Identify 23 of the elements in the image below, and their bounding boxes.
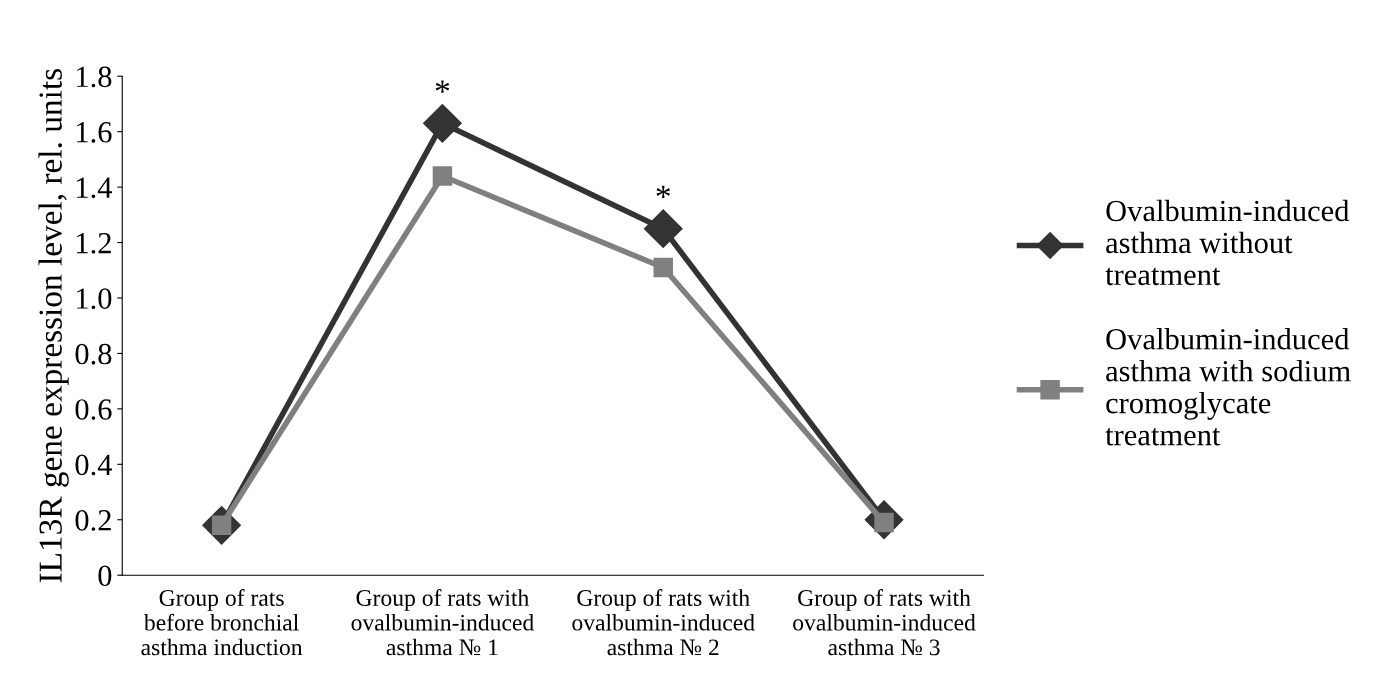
y-tick-label: 1.0 xyxy=(77,288,112,310)
x-tick-label: Group of rats with ovalbumin-induced asthma № 2 xyxy=(572,589,755,656)
point xyxy=(432,166,453,186)
y-tick-label: 1.8 xyxy=(77,66,112,88)
annotation: * xyxy=(656,185,670,199)
y-tick-label: 0.2 xyxy=(75,510,111,531)
x-tick-label: Group of rats with ovalbumin-induced asthma № 3 xyxy=(793,589,976,656)
legend-label: Ovalbumin-induced asthma with sodium cromoglycate treatment xyxy=(1105,328,1351,446)
point xyxy=(643,209,683,249)
point xyxy=(653,257,673,278)
legend-label: Ovalbumin-induced asthma without treatment xyxy=(1105,199,1350,286)
y-tick-label: 1.6 xyxy=(77,122,112,143)
y-tick-label: 1.2 xyxy=(77,232,111,254)
y-tick-label: 0 xyxy=(98,565,112,587)
x-tick-label: Group of rats with ovalbumin-induced asthma № 1 xyxy=(351,589,534,656)
y-tick-label: 0.6 xyxy=(75,399,112,420)
y-tick-label: 1.4 xyxy=(77,177,113,199)
y-tick-label: 0.4 xyxy=(75,454,113,476)
y-axis-title: IL13R gene expression level, rel. units xyxy=(38,69,69,583)
annotation: * xyxy=(435,80,450,93)
y-tick-label: 0.8 xyxy=(75,343,112,365)
x-tick-label: Group of rats before bronchial asthma induction xyxy=(141,589,303,656)
point xyxy=(423,103,462,143)
